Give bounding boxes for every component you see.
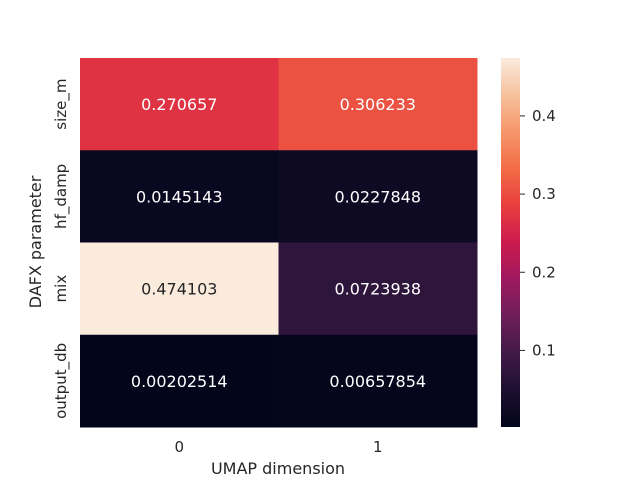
- colorbar-tick-label: 0.2: [532, 263, 556, 281]
- y-tick-label: output_db: [52, 343, 71, 419]
- cell-value-label: 0.0227848: [334, 187, 421, 206]
- colorbar-tick-label: 0.4: [532, 107, 556, 125]
- y-tick-label: size_m: [52, 79, 71, 130]
- x-tick-label: 1: [373, 438, 383, 456]
- heatmap-cell: [278, 58, 478, 151]
- cell-value-label: 0.306233: [340, 95, 416, 114]
- heatmap-cell: [278, 242, 478, 336]
- x-axis-label: UMAP dimension: [211, 459, 345, 478]
- y-tick-label: mix: [52, 275, 70, 303]
- colorbar-tick-label: 0.3: [532, 185, 556, 203]
- colorbar: 0.1 0.2 0.3 0.4: [501, 58, 556, 427]
- cell-value-label: 0.0723938: [334, 280, 421, 299]
- cell-value-label: 0.00657854: [329, 372, 426, 391]
- cell-value-label: 0.474103: [141, 280, 217, 299]
- y-axis-label: DAFX parameter: [26, 175, 45, 308]
- heatmap-cells: 0.270657 0.306233 0.0145143 0.0227848 0.4741…: [80, 58, 478, 428]
- heatmap-cell: [80, 242, 279, 336]
- cell-value-label: 0.00202514: [131, 372, 228, 391]
- colorbar-gradient: [501, 58, 520, 427]
- heatmap-cell: [278, 334, 478, 428]
- heatmap-cell: [278, 150, 478, 243]
- y-tick-label: hf_damp: [52, 164, 71, 229]
- x-tick-label: 0: [174, 438, 184, 456]
- cell-value-label: 0.270657: [141, 95, 217, 114]
- heatmap-cell: [80, 58, 279, 151]
- heatmap-cell: [80, 334, 279, 428]
- cell-value-label: 0.0145143: [136, 187, 223, 206]
- colorbar-tick-label: 0.1: [532, 341, 556, 359]
- heatmap-cell: [80, 150, 279, 243]
